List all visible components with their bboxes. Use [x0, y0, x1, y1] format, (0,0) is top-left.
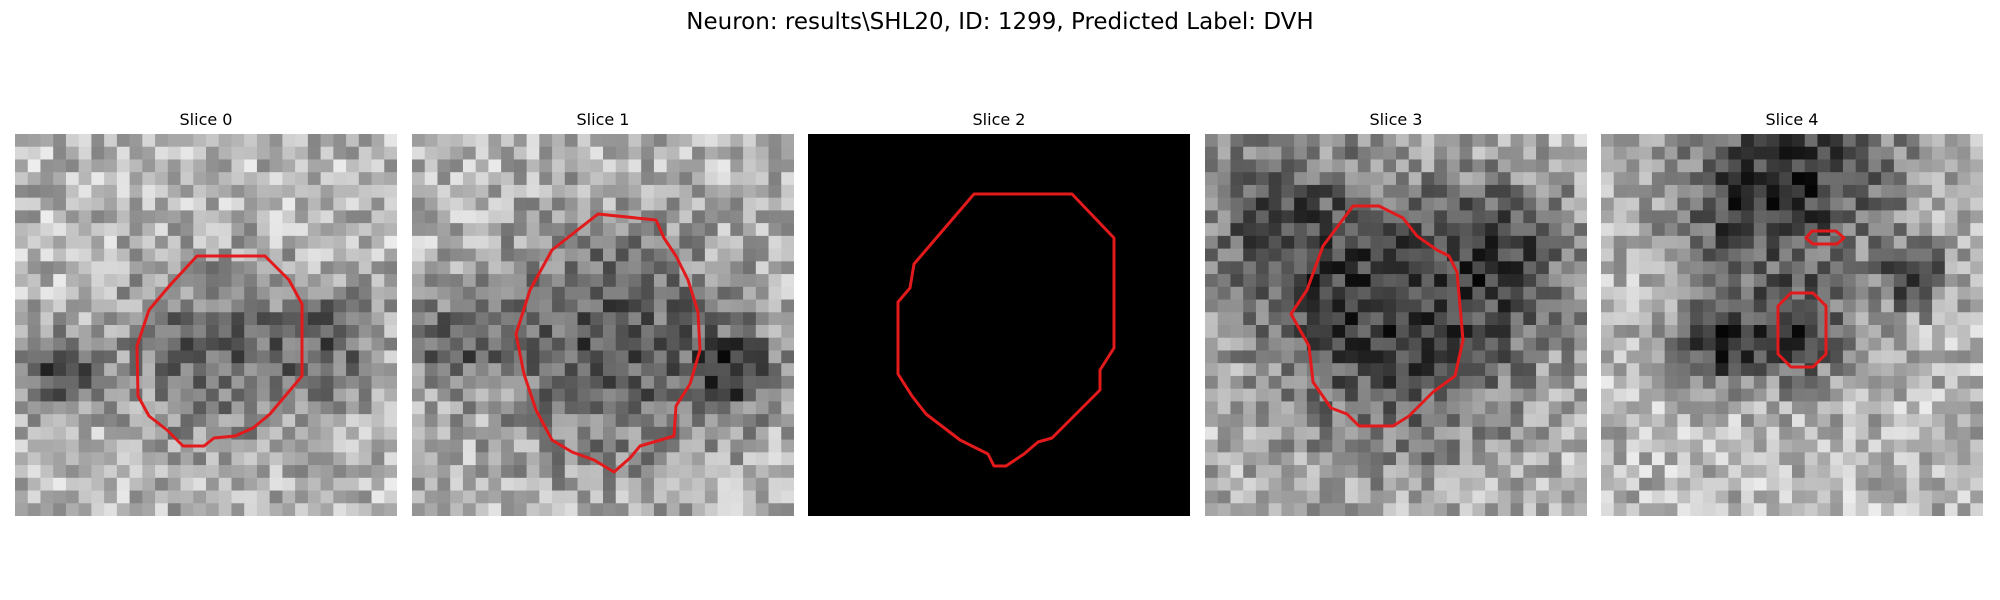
slice-title-0: Slice 0	[179, 110, 233, 129]
slice-image-0	[15, 134, 397, 516]
slice-title-2: Slice 2	[972, 110, 1026, 129]
black-slice-background	[808, 134, 1190, 516]
neuron-contour-4b	[1776, 291, 1828, 369]
slice-title-4: Slice 4	[1765, 110, 1819, 129]
neuron-contour-4a	[1804, 229, 1846, 246]
neuron-contour-1	[514, 212, 702, 474]
slice-title-3: Slice 3	[1369, 110, 1423, 129]
slice-image-2	[808, 134, 1190, 516]
slice-image-1	[412, 134, 794, 516]
figure-title: Neuron: results\SHL20, ID: 1299, Predict…	[686, 9, 1314, 35]
neuron-contour-3	[1289, 204, 1465, 428]
neuron-contour-0	[135, 254, 304, 448]
slice-image-3	[1205, 134, 1587, 516]
slice-image-4	[1601, 134, 1983, 516]
slice-title-1: Slice 1	[576, 110, 630, 129]
neuron-contour-2	[896, 192, 1116, 468]
